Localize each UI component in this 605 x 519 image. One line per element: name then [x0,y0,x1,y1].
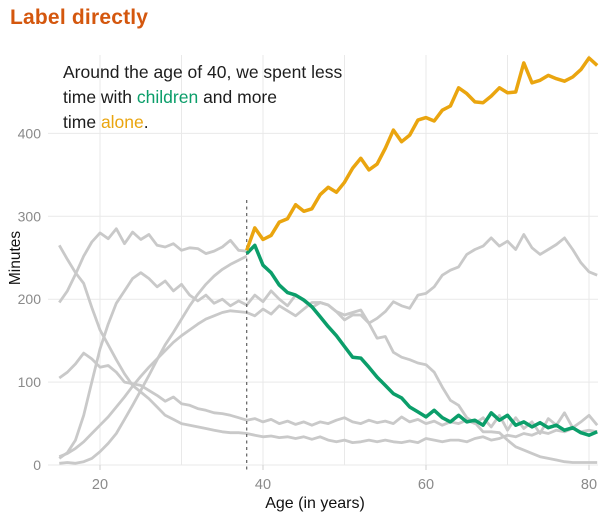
line-gray-2 [58,351,599,435]
x-axis-title: Age (in years) [265,495,365,512]
annotation-text-2b: and more [198,87,277,107]
line-gray-1 [58,244,598,445]
line-children [245,243,598,437]
y-tick-label: 200 [18,291,42,307]
line-alone-gray-segment [58,227,247,304]
x-tick-label: 20 [92,477,108,493]
y-tick-label: 300 [18,208,42,224]
line-gray-4 [58,271,598,464]
annotation-children-highlight: children [136,87,199,107]
annotation: Around the age of 40, we spent less time… [63,60,342,135]
annotation-text-2a: time with [63,87,137,107]
annotation-line-2: time with children and more [63,85,342,110]
line-alone [245,56,599,251]
page-title: Label directly [10,6,149,29]
y-tick-label: 100 [18,374,42,390]
line-children-gray-segment [59,254,248,465]
x-tick-label: 60 [418,477,434,493]
y-tick-label: 400 [18,125,42,141]
y-tick-label: 0 [33,457,41,473]
annotation-text-3a: time [63,112,101,132]
annotation-text-3b: . [143,112,149,132]
annotation-line-3: time alone. [63,110,342,135]
annotation-alone-highlight: alone [100,112,144,132]
annotation-text-1: Around the age of 40, we spent less [63,62,343,82]
y-axis-title: Minutes [7,230,24,286]
x-tick-label: 40 [255,477,271,493]
annotation-line-1: Around the age of 40, we spent less [63,60,342,85]
x-tick-label: 80 [581,477,597,493]
